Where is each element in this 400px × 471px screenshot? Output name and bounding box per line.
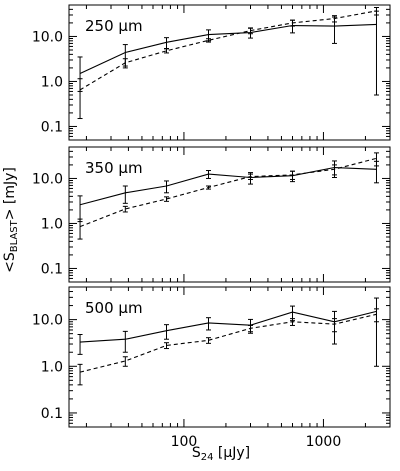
y-tick-label: 10.0 (32, 171, 63, 187)
error-bar (77, 195, 83, 223)
error-bar (373, 6, 379, 16)
plot-frame (68, 146, 391, 283)
error-bar (289, 19, 295, 27)
error-bar (164, 196, 170, 202)
series-line (79, 313, 377, 373)
plot-frame (68, 4, 391, 141)
error-bar (164, 48, 170, 54)
series-line (79, 23, 377, 75)
error-bar (331, 164, 337, 176)
error-bar (164, 342, 170, 350)
error-bar (122, 330, 128, 353)
y-tick-label: 0.1 (41, 119, 63, 135)
series-line (79, 166, 377, 206)
y-tick-label: 1.0 (41, 216, 63, 232)
series-line (80, 310, 377, 343)
error-bar (164, 324, 170, 340)
panel-2: 0.1 1.0 10.0 350 μm (32, 146, 391, 283)
error-bar (122, 185, 128, 204)
error-bar (77, 78, 83, 120)
error-bar (122, 58, 128, 69)
panel-title: 350 μm (85, 159, 143, 177)
error-bar (206, 317, 212, 331)
x-tick-label: 1000 (306, 434, 342, 450)
panel-title: 500 μm (85, 299, 143, 317)
panel-title: 250 μm (85, 17, 143, 35)
error-bar (247, 324, 253, 333)
y-tick-label: 10.0 (32, 313, 63, 329)
error-bar (77, 218, 83, 240)
error-bar (289, 170, 295, 180)
series-dashed (77, 152, 379, 240)
y-tick-label: 1.0 (41, 359, 63, 375)
panel-3: 0.1 1.0 10.0 500 μm 100 1000 (32, 286, 391, 450)
error-bar (206, 170, 212, 179)
series-dashed (77, 308, 379, 386)
y-tick-label: 1.0 (41, 74, 63, 90)
y-tick-label: 0.1 (41, 261, 63, 277)
x-tick-label: 100 (171, 434, 198, 450)
error-bar (373, 297, 379, 367)
series-line (79, 157, 377, 228)
error-bar (373, 152, 379, 167)
error-bar (373, 308, 379, 323)
y-tick-label: 10.0 (32, 29, 63, 45)
error-bar (122, 205, 128, 213)
error-bar (164, 180, 170, 194)
error-bar (289, 318, 295, 326)
error-bar (247, 173, 253, 180)
error-bar (206, 185, 212, 190)
y-tick-label: 0.1 (41, 406, 63, 422)
error-bar (206, 38, 212, 43)
error-bar (206, 337, 212, 344)
error-bar (247, 27, 253, 35)
series-line (79, 10, 377, 91)
x-axis-label: S24 [μJy] (192, 445, 250, 463)
plot-frame (68, 286, 391, 428)
panel-1: 0.1 1.0 10.0 250 μm (32, 4, 391, 141)
error-bar (331, 15, 337, 23)
series-solid (77, 10, 379, 96)
error-bar (77, 363, 83, 386)
series-dashed (77, 6, 379, 120)
error-bar (122, 356, 128, 367)
error-bar (373, 10, 379, 96)
error-bar (77, 333, 83, 355)
y-axis-label: <SBLAST> [mJy] (2, 167, 20, 273)
error-bar (331, 318, 337, 333)
